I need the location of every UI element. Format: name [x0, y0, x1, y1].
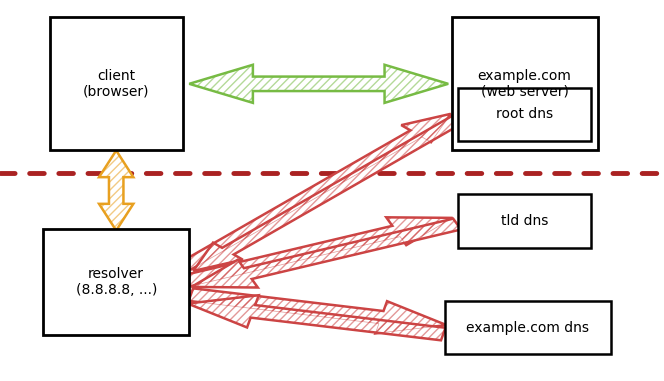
Polygon shape — [193, 115, 465, 271]
Bar — [458, 88, 591, 141]
Polygon shape — [191, 219, 461, 288]
Text: client
(browser): client (browser) — [83, 69, 149, 99]
Text: example.com
(web server): example.com (web server) — [477, 69, 572, 99]
Text: example.com dns: example.com dns — [466, 321, 590, 335]
Polygon shape — [99, 150, 133, 231]
Polygon shape — [188, 295, 446, 340]
Text: resolver
(8.8.8.8, ...): resolver (8.8.8.8, ...) — [76, 267, 157, 297]
Bar — [458, 194, 591, 248]
Bar — [452, 17, 598, 150]
Bar — [43, 229, 189, 335]
Polygon shape — [189, 65, 448, 103]
Bar — [445, 301, 611, 354]
Text: tld dns: tld dns — [501, 214, 548, 228]
Polygon shape — [189, 288, 446, 333]
Polygon shape — [183, 217, 453, 286]
Bar — [50, 17, 183, 150]
Text: root dns: root dns — [496, 107, 553, 121]
Polygon shape — [179, 114, 451, 269]
